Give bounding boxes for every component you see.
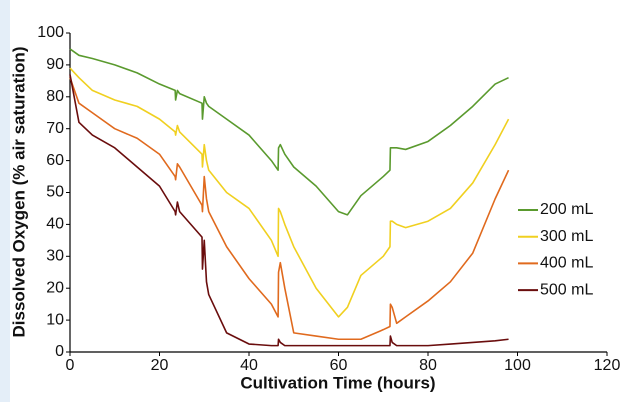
- x-tick-label: 100: [504, 357, 531, 374]
- y-axis-title: Dissolved Oxygen (% air saturation): [9, 47, 28, 338]
- x-tick-label: 120: [594, 357, 621, 374]
- y-tick-label: 60: [46, 152, 64, 169]
- y-tick-label: 50: [46, 184, 64, 201]
- series-line: [69, 67, 510, 318]
- x-tick-label: 80: [419, 357, 437, 374]
- series-line: [69, 74, 509, 347]
- x-axis-title: Cultivation Time (hours): [240, 373, 435, 392]
- y-tick-label: 30: [46, 248, 64, 265]
- y-tick-label: 100: [37, 24, 64, 41]
- legend-label: 500 mL: [540, 281, 593, 298]
- y-tick-label: 10: [46, 311, 64, 328]
- x-tick-label: 20: [151, 357, 169, 374]
- legend-label: 400 mL: [540, 255, 593, 272]
- y-tick-label: 0: [55, 343, 64, 360]
- x-tick-label: 0: [66, 357, 75, 374]
- x-tick-label: 40: [240, 357, 258, 374]
- y-tick-label: 20: [46, 279, 64, 296]
- y-tick-label: 90: [46, 56, 64, 73]
- series-line: [69, 48, 509, 216]
- legend-label: 300 mL: [540, 228, 593, 245]
- y-tick-label: 70: [46, 120, 64, 137]
- side-strip: [0, 0, 10, 402]
- legend-label: 200 mL: [540, 201, 593, 218]
- y-tick-label: 40: [46, 216, 64, 233]
- x-tick-label: 60: [330, 357, 348, 374]
- series-line: [69, 77, 510, 341]
- y-tick-label: 80: [46, 88, 64, 105]
